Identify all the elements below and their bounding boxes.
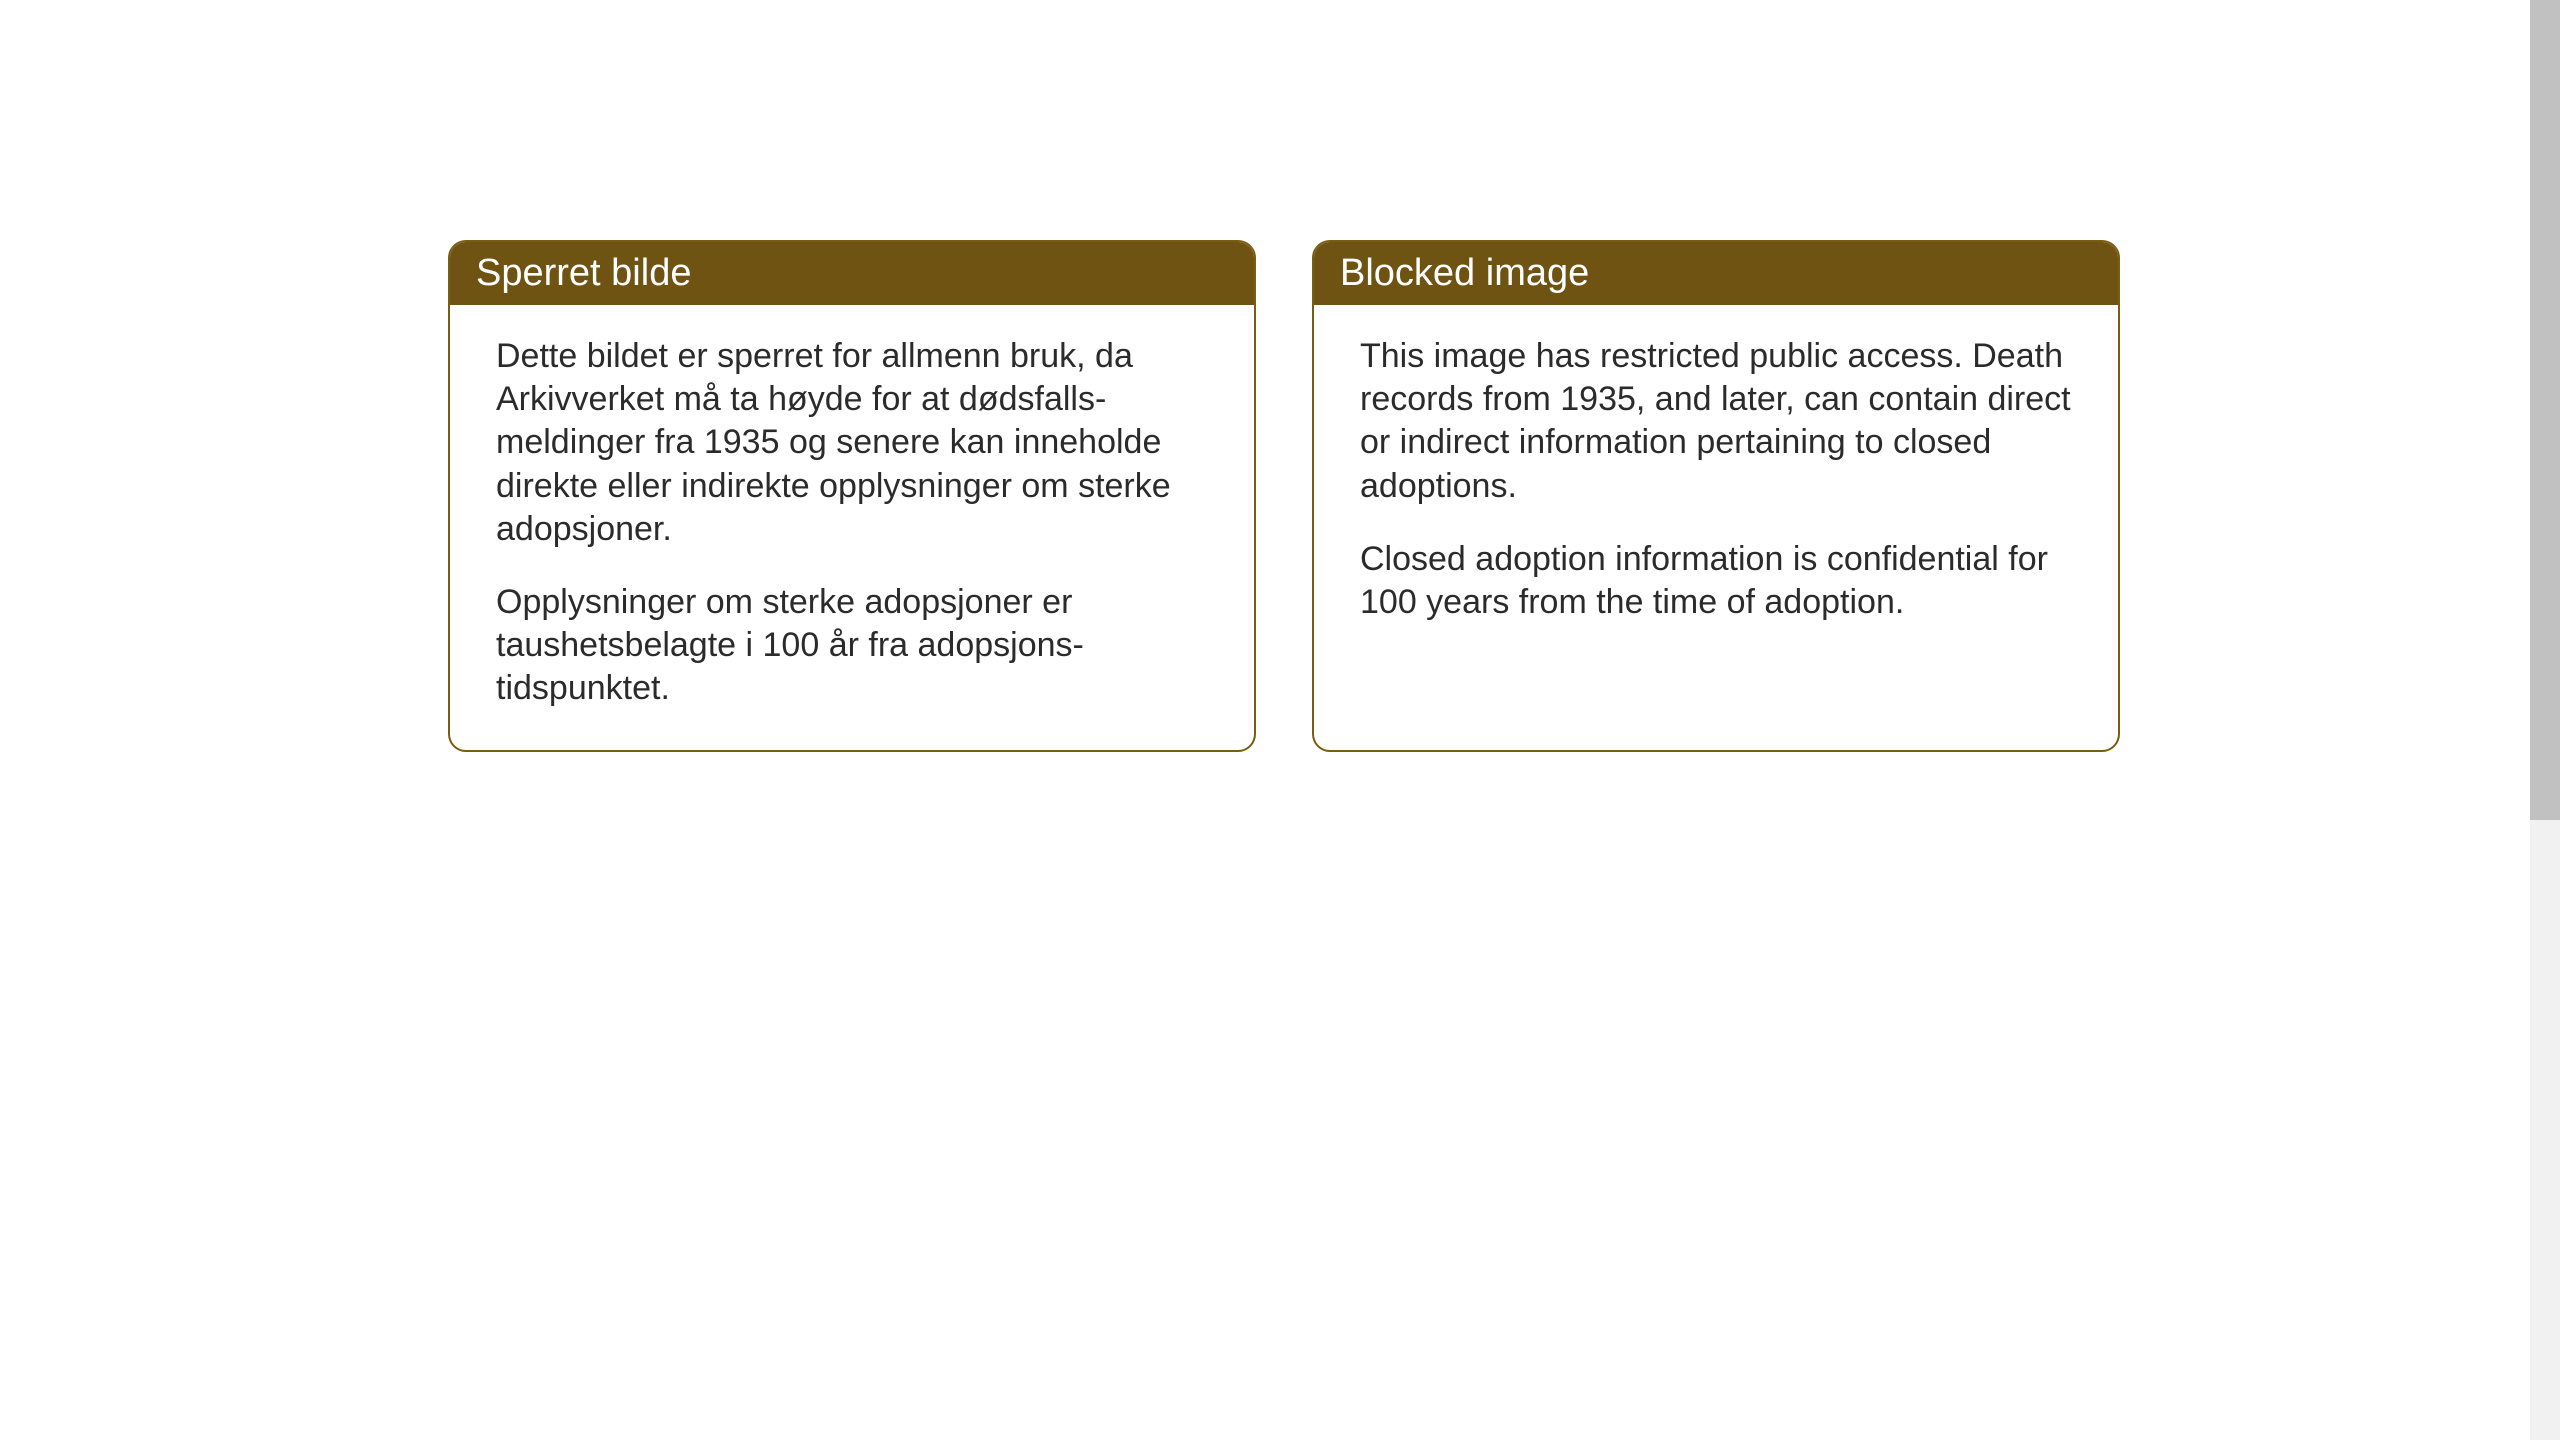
card-paragraph: Closed adoption information is confident… — [1360, 538, 2072, 624]
cards-container: Sperret bilde Dette bildet er sperret fo… — [448, 240, 2120, 752]
card-header-english: Blocked image — [1314, 242, 2118, 305]
card-paragraph: This image has restricted public access.… — [1360, 335, 2072, 508]
card-english: Blocked image This image has restricted … — [1312, 240, 2120, 752]
card-norwegian: Sperret bilde Dette bildet er sperret fo… — [448, 240, 1256, 752]
card-body-norwegian: Dette bildet er sperret for allmenn bruk… — [450, 305, 1254, 750]
card-header-norwegian: Sperret bilde — [450, 242, 1254, 305]
card-paragraph: Opplysninger om sterke adopsjoner er tau… — [496, 581, 1208, 711]
card-body-english: This image has restricted public access.… — [1314, 305, 2118, 664]
scrollbar-track[interactable] — [2530, 0, 2560, 1440]
scrollbar-thumb[interactable] — [2530, 0, 2560, 820]
card-paragraph: Dette bildet er sperret for allmenn bruk… — [496, 335, 1208, 551]
